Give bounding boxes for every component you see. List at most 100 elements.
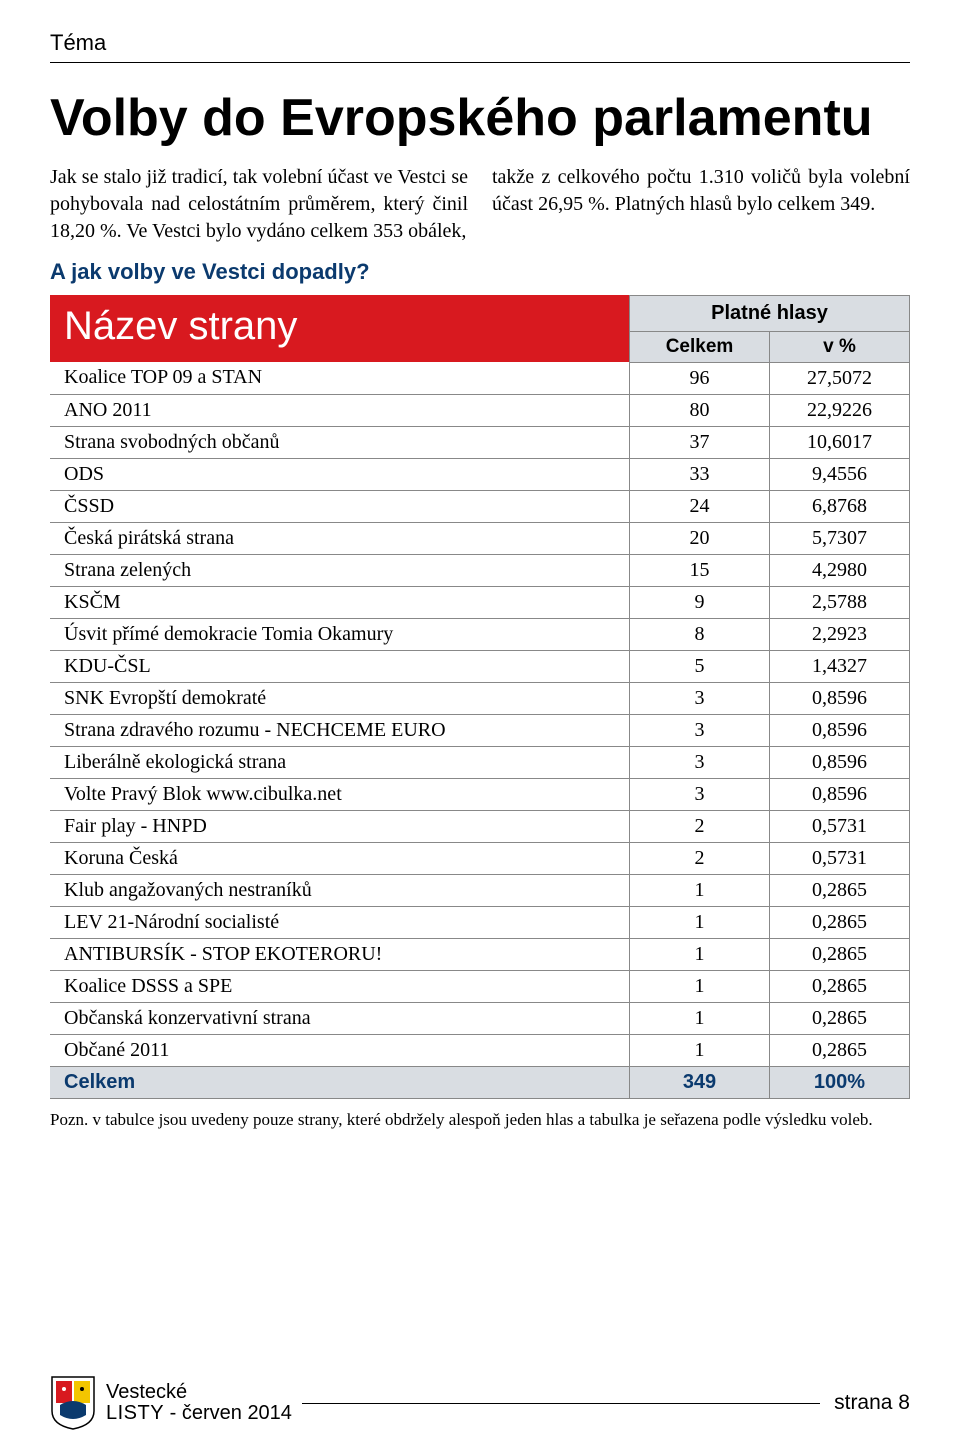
party-votes: 9 xyxy=(630,586,770,618)
total-votes: 349 xyxy=(630,1066,770,1098)
party-pct: 0,2865 xyxy=(770,1002,910,1034)
party-votes: 8 xyxy=(630,618,770,650)
party-name: Koruna Česká xyxy=(50,842,630,874)
party-pct: 27,5072 xyxy=(770,362,910,394)
table-row: ANO 20118022,9226 xyxy=(50,394,910,426)
party-name: Klub angažovaných nestraníků xyxy=(50,874,630,906)
table-row-total: Celkem349100% xyxy=(50,1066,910,1098)
party-name: ANO 2011 xyxy=(50,394,630,426)
party-pct: 0,8596 xyxy=(770,714,910,746)
table-row: Strana zdravého rozumu - NECHCEME EURO30… xyxy=(50,714,910,746)
party-name: KDU-ČSL xyxy=(50,650,630,682)
party-pct: 0,2865 xyxy=(770,970,910,1002)
table-row: Klub angažovaných nestraníků10,2865 xyxy=(50,874,910,906)
publication-line2: LISTY xyxy=(106,1402,164,1424)
intro-left: Jak se stalo již tradicí, tak volební úč… xyxy=(50,164,468,245)
party-name: Liberálně ekologická strana xyxy=(50,746,630,778)
footer-rule xyxy=(302,1403,820,1404)
party-votes: 1 xyxy=(630,970,770,1002)
results-table: Název strany Platné hlasy Celkem v % Koa… xyxy=(50,295,910,1099)
intro-columns: Jak se stalo již tradicí, tak volební úč… xyxy=(50,164,910,245)
col-header-name: Název strany xyxy=(50,295,630,362)
table-row: Česká pirátská strana205,7307 xyxy=(50,522,910,554)
party-name: Strana zdravého rozumu - NECHCEME EURO xyxy=(50,714,630,746)
total-pct: 100% xyxy=(770,1066,910,1098)
col-header-pct: v % xyxy=(770,331,910,362)
table-row: Občanská konzervativní strana10,2865 xyxy=(50,1002,910,1034)
total-label: Celkem xyxy=(50,1066,630,1098)
section-rule xyxy=(50,62,910,63)
table-row: Fair play - HNPD20,5731 xyxy=(50,810,910,842)
party-pct: 1,4327 xyxy=(770,650,910,682)
table-row: Volte Pravý Blok www.cibulka.net30,8596 xyxy=(50,778,910,810)
party-pct: 10,6017 xyxy=(770,426,910,458)
party-pct: 0,8596 xyxy=(770,682,910,714)
footnote: Pozn. v tabulce jsou uvedeny pouze stran… xyxy=(50,1109,910,1131)
party-name: LEV 21-Národní socialisté xyxy=(50,906,630,938)
party-pct: 0,5731 xyxy=(770,810,910,842)
table-row: Úsvit přímé demokracie Tomia Okamury82,2… xyxy=(50,618,910,650)
party-pct: 2,2923 xyxy=(770,618,910,650)
table-row: Občané 201110,2865 xyxy=(50,1034,910,1066)
table-row: ANTIBURSÍK - STOP EKOTERORU!10,2865 xyxy=(50,938,910,970)
party-name: Fair play - HNPD xyxy=(50,810,630,842)
party-votes: 1 xyxy=(630,874,770,906)
party-name: Občanská konzervativní strana xyxy=(50,1002,630,1034)
table-row: Koalice TOP 09 a STAN9627,5072 xyxy=(50,362,910,394)
publication-name: Vestecké LISTY - červen 2014 xyxy=(106,1382,292,1424)
table-row: SNK Evropští demokraté30,8596 xyxy=(50,682,910,714)
party-votes: 3 xyxy=(630,714,770,746)
party-votes: 1 xyxy=(630,906,770,938)
party-votes: 24 xyxy=(630,490,770,522)
party-name: Volte Pravý Blok www.cibulka.net xyxy=(50,778,630,810)
party-name: Strana zelených xyxy=(50,554,630,586)
party-votes: 3 xyxy=(630,746,770,778)
table-row: LEV 21-Národní socialisté10,2865 xyxy=(50,906,910,938)
party-name: SNK Evropští demokraté xyxy=(50,682,630,714)
footer: Vestecké LISTY - červen 2014 strana 8 xyxy=(50,1375,910,1431)
party-pct: 0,5731 xyxy=(770,842,910,874)
party-pct: 5,7307 xyxy=(770,522,910,554)
party-pct: 4,2980 xyxy=(770,554,910,586)
table-row: ČSSD246,8768 xyxy=(50,490,910,522)
party-name: KSČM xyxy=(50,586,630,618)
party-name: ČSSD xyxy=(50,490,630,522)
table-row: Strana svobodných občanů3710,6017 xyxy=(50,426,910,458)
party-votes: 5 xyxy=(630,650,770,682)
party-pct: 0,2865 xyxy=(770,906,910,938)
subheading: A jak volby ve Vestci dopadly? xyxy=(50,259,910,285)
party-name: ANTIBURSÍK - STOP EKOTERORU! xyxy=(50,938,630,970)
party-votes: 96 xyxy=(630,362,770,394)
party-name: Úsvit přímé demokracie Tomia Okamury xyxy=(50,618,630,650)
party-pct: 9,4556 xyxy=(770,458,910,490)
party-votes: 1 xyxy=(630,938,770,970)
party-name: Občané 2011 xyxy=(50,1034,630,1066)
party-votes: 37 xyxy=(630,426,770,458)
table-row: Koruna Česká20,5731 xyxy=(50,842,910,874)
party-votes: 1 xyxy=(630,1002,770,1034)
party-name: ODS xyxy=(50,458,630,490)
party-votes: 33 xyxy=(630,458,770,490)
party-votes: 1 xyxy=(630,1034,770,1066)
table-row: Koalice DSSS a SPE10,2865 xyxy=(50,970,910,1002)
party-votes: 20 xyxy=(630,522,770,554)
party-votes: 2 xyxy=(630,810,770,842)
intro-right: takže z celkového počtu 1.310 voličů byl… xyxy=(492,164,910,245)
party-pct: 22,9226 xyxy=(770,394,910,426)
table-row: Strana zelených154,2980 xyxy=(50,554,910,586)
table-row: ODS339,4556 xyxy=(50,458,910,490)
party-name: Česká pirátská strana xyxy=(50,522,630,554)
party-pct: 0,2865 xyxy=(770,874,910,906)
crest-icon xyxy=(50,1375,96,1431)
table-row: KSČM92,5788 xyxy=(50,586,910,618)
party-pct: 0,2865 xyxy=(770,1034,910,1066)
party-votes: 80 xyxy=(630,394,770,426)
col-header-votes-group: Platné hlasy xyxy=(630,295,910,331)
table-row: Liberálně ekologická strana30,8596 xyxy=(50,746,910,778)
table-row: KDU-ČSL51,4327 xyxy=(50,650,910,682)
page-number: strana 8 xyxy=(834,1391,910,1415)
party-votes: 3 xyxy=(630,682,770,714)
headline: Volby do Evropského parlamentu xyxy=(50,91,910,146)
publication-line1: Vestecké xyxy=(106,1382,292,1403)
col-header-total: Celkem xyxy=(630,331,770,362)
